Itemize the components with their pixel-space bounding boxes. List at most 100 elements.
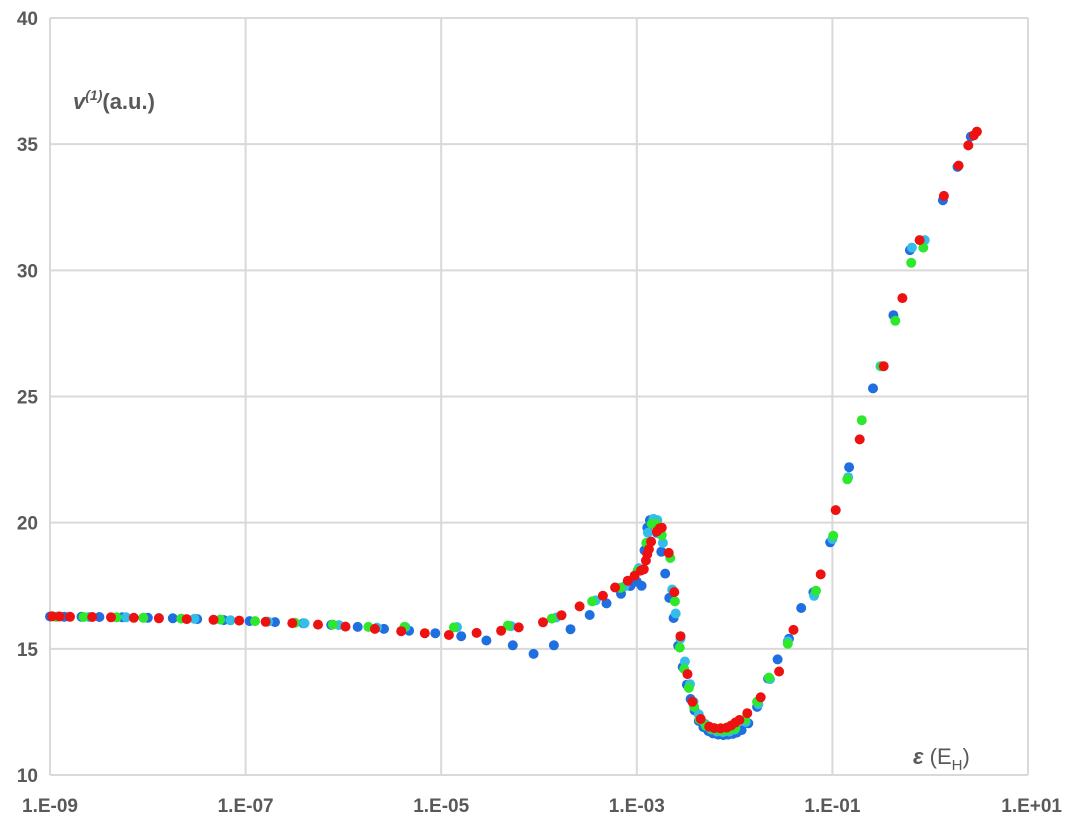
y-axis-symbol: v: [73, 89, 87, 114]
data-point-series-3: [811, 585, 821, 596]
data-points: [45, 126, 982, 741]
data-point-series-1: [636, 580, 647, 591]
data-point-series-4: [734, 715, 745, 725]
data-point-series-4: [663, 547, 674, 558]
data-point-series-4: [313, 619, 323, 630]
data-point-series-4: [774, 666, 785, 677]
data-point-series-4: [513, 622, 524, 633]
data-point-series-1: [796, 603, 807, 613]
data-point-series-1: [528, 648, 539, 659]
data-point-series-1: [772, 654, 783, 665]
data-point-series-1: [352, 621, 363, 632]
data-point-series-1: [507, 640, 518, 651]
data-point-series-4: [181, 614, 192, 625]
data-point-series-4: [65, 611, 75, 622]
data-point-series-4: [788, 624, 799, 635]
data-point-series-1: [844, 462, 855, 473]
x-axis-symbol: ε: [913, 744, 924, 769]
data-point-series-4: [897, 293, 908, 304]
data-point-series-4: [695, 714, 706, 724]
data-point-series-3: [828, 530, 839, 541]
x-axis-label: ε (EH): [913, 744, 970, 774]
data-point-series-4: [675, 631, 686, 642]
data-point-series-4: [830, 505, 841, 516]
data-point-series-4: [574, 601, 585, 612]
x-tick-label: 1.E-03: [609, 796, 665, 817]
data-point-series-2: [299, 618, 310, 629]
x-axis-unit-sub: H: [952, 757, 963, 774]
data-point-series-4: [419, 628, 430, 639]
data-point-series-3: [546, 613, 557, 624]
x-tick-label: 1.E-05: [413, 796, 469, 817]
tick-labels: 10 15 20 25 30 35 40 1.E-09 1.E-07 1.E-05 1.E-03 1.…: [17, 9, 1063, 817]
data-point-series-1: [660, 568, 671, 579]
data-point-series-3: [842, 474, 853, 485]
data-point-series-4: [815, 569, 826, 580]
data-point-series-4: [47, 611, 58, 622]
x-tick-label: 1.E-07: [218, 796, 274, 817]
data-point-series-4: [669, 587, 680, 598]
data-point-series-4: [656, 522, 667, 533]
data-point-series-4: [597, 590, 608, 601]
data-point-series-3: [890, 315, 901, 326]
data-point-series-3: [782, 638, 793, 649]
x-tick-label: 1.E-01: [804, 796, 860, 817]
data-point-series-1: [584, 610, 595, 620]
data-point-series-1: [94, 612, 105, 622]
data-point-series-4: [471, 627, 482, 638]
data-point-series-1: [430, 628, 441, 639]
x-axis-unit-open: (E: [924, 744, 952, 769]
y-axis-superscript: (1): [85, 87, 102, 103]
data-point-series-1: [656, 546, 667, 557]
data-point-series-3: [764, 672, 774, 683]
data-point-series-4: [87, 612, 98, 622]
data-point-series-1: [481, 635, 492, 646]
y-axis-unit: (a.u.): [102, 89, 155, 114]
data-point-series-4: [106, 612, 116, 623]
data-point-series-4: [153, 613, 164, 624]
data-point-series-4: [128, 612, 139, 623]
data-point-series-4: [971, 126, 982, 137]
data-point-series-4: [682, 669, 693, 680]
data-point-series-3: [683, 682, 694, 693]
data-point-series-4: [953, 160, 964, 171]
x-tick-label: 1.E+01: [1001, 796, 1062, 817]
y-tick-label: 25: [17, 388, 39, 409]
data-point-series-2: [642, 527, 653, 538]
data-point-series-1: [456, 631, 467, 642]
data-point-series-4: [396, 626, 407, 637]
data-point-series-4: [878, 361, 889, 372]
data-point-series-4: [369, 623, 380, 634]
data-point-series-4: [610, 582, 621, 593]
data-point-series-1: [601, 598, 612, 609]
data-point-series-2: [670, 608, 681, 619]
data-point-series-2: [121, 612, 132, 623]
data-point-series-4: [755, 692, 766, 703]
data-point-series-3: [327, 619, 338, 630]
data-point-series-4: [556, 610, 567, 621]
y-tick-label: 20: [17, 514, 38, 535]
data-point-series-3: [674, 642, 685, 653]
data-point-series-2: [657, 537, 668, 548]
data-point-series-4: [742, 708, 753, 719]
data-point-series-4: [260, 616, 271, 627]
y-tick-label: 10: [17, 766, 38, 787]
data-point-series-3: [250, 616, 261, 627]
data-point-series-4: [638, 564, 649, 575]
data-point-series-3: [138, 612, 149, 623]
data-point-series-4: [538, 617, 548, 628]
data-point-series-4: [496, 625, 507, 636]
data-point-series-2: [679, 656, 690, 667]
data-point-series-1: [167, 613, 178, 624]
y-tick-label: 40: [17, 9, 38, 30]
data-point-series-4: [643, 544, 654, 555]
x-axis-unit-close: ): [963, 744, 970, 769]
data-point-series-1: [565, 624, 576, 635]
data-point-series-4: [687, 696, 698, 707]
data-point-series-4: [963, 140, 974, 151]
data-point-series-3: [856, 415, 867, 426]
data-point-series-2: [225, 615, 236, 626]
y-tick-label: 35: [17, 135, 39, 156]
data-point-series-4: [938, 190, 949, 201]
